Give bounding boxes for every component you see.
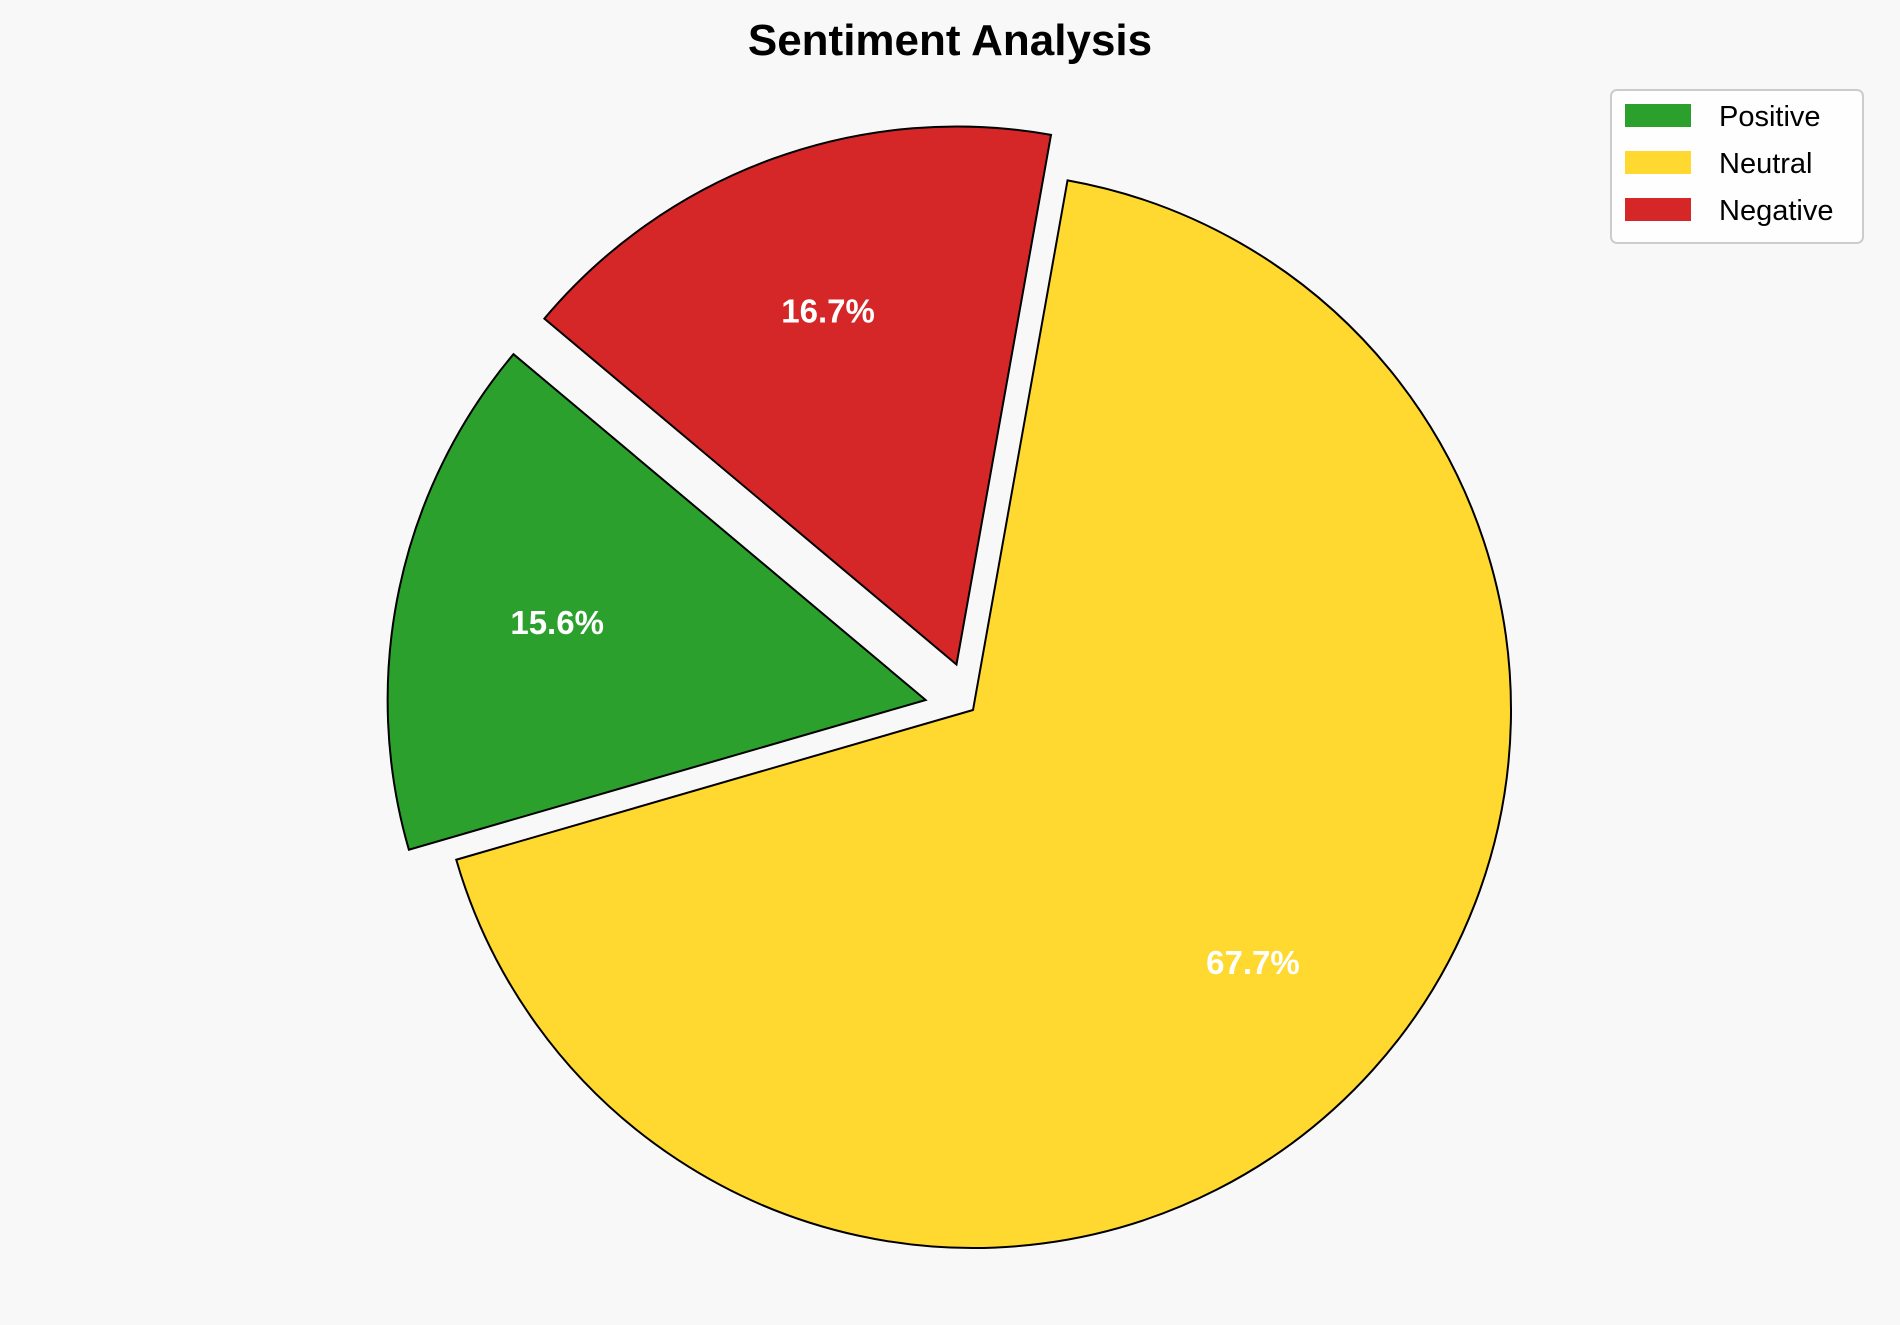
legend: Positive Neutral Negative	[1610, 89, 1864, 244]
slice-positive	[386, 352, 928, 851]
percent-label-positive: 15.6%	[510, 604, 604, 641]
percent-labels: 15.6% 67.7% 16.7%	[510, 292, 1299, 980]
slice-negative	[542, 125, 1053, 667]
legend-label-neutral: Neutral	[1719, 148, 1813, 180]
percent-label-negative: 16.7%	[781, 292, 875, 329]
legend-label-positive: Positive	[1719, 101, 1821, 133]
legend-label-negative: Negative	[1719, 195, 1833, 227]
legend-swatch-negative	[1625, 198, 1691, 221]
chart-title: Sentiment Analysis	[748, 16, 1152, 65]
slice-neutral	[455, 179, 1512, 1249]
legend-swatch-neutral	[1625, 151, 1691, 174]
legend-swatch-positive	[1625, 104, 1691, 127]
slices	[386, 125, 1512, 1249]
percent-label-neutral: 67.7%	[1206, 944, 1300, 981]
